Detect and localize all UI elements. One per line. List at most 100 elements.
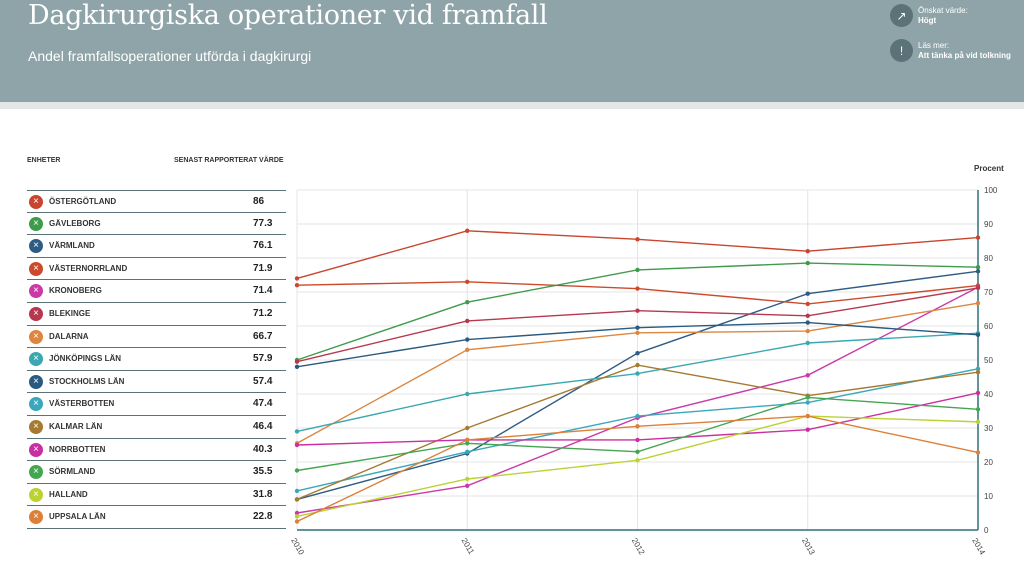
read-more-link-text[interactable]: Att tänka på vid tolkning (918, 50, 1011, 60)
x-tick-label: 2013 (800, 537, 817, 557)
data-point (465, 483, 470, 488)
unit-value: 77.3 (253, 217, 273, 229)
data-point (465, 391, 470, 397)
table-row[interactable]: × VÄSTERNORRLAND 71.9 (27, 258, 286, 281)
close-icon[interactable]: × (29, 510, 43, 525)
data-point (465, 279, 470, 284)
x-tick-label: 2011 (460, 537, 477, 557)
page-title: Dagkirurgiska operationer vid framfall (28, 0, 548, 31)
unit-value: 40.3 (253, 443, 273, 455)
data-point (465, 228, 470, 233)
close-icon[interactable]: × (29, 465, 43, 480)
close-icon[interactable]: × (29, 487, 43, 502)
data-point (975, 450, 981, 455)
data-point (635, 449, 640, 454)
unit-value: 71.2 (253, 307, 273, 319)
unit-name: GÄVLEBORG (49, 218, 101, 228)
unit-name: KRONOBERG (49, 286, 102, 296)
data-point (635, 437, 640, 443)
table-row[interactable]: × VÄRMLAND 76.1 (27, 235, 286, 258)
header (0, 0, 1024, 102)
data-point (294, 364, 300, 369)
table-row[interactable]: × NORRBOTTEN 40.3 (27, 439, 286, 462)
table-row[interactable]: × GÄVLEBORG 77.3 (27, 213, 286, 236)
data-point (465, 476, 470, 482)
unit-value: 57.9 (253, 353, 273, 365)
close-icon[interactable]: × (29, 329, 43, 344)
data-point (294, 519, 300, 524)
table-row[interactable]: × KALMAR LÄN 46.4 (27, 416, 286, 439)
close-icon[interactable]: × (29, 419, 43, 434)
read-more-link[interactable]: ! Läs mer: Att tänka på vid tolkning (890, 39, 1011, 62)
y-axis-label: Procent (974, 164, 1004, 173)
unit-value: 71.4 (253, 285, 273, 297)
unit-value: 47.4 (253, 398, 273, 410)
data-point (635, 325, 640, 330)
y-tick-label: 40 (984, 390, 993, 399)
y-tick-label: 30 (984, 424, 993, 433)
table-row[interactable]: × HALLAND 31.8 (27, 484, 286, 507)
y-tick-label: 80 (984, 254, 993, 263)
table-row[interactable]: × ÖSTERGÖTLAND 86 (27, 190, 286, 213)
data-point (635, 308, 640, 313)
data-point (635, 413, 640, 419)
data-point (635, 458, 640, 463)
close-icon[interactable]: × (29, 442, 43, 457)
data-point (465, 437, 470, 443)
table-row[interactable]: × KRONOBERG 71.4 (27, 280, 286, 303)
data-point (294, 514, 300, 519)
x-tick-label: 2012 (630, 537, 647, 557)
close-icon[interactable]: × (29, 397, 43, 412)
y-tick-label: 100 (984, 186, 998, 195)
data-point (465, 347, 470, 352)
unit-name: SÖRMLAND (49, 467, 96, 477)
unit-name: JÖNKÖPINGS LÄN (49, 354, 122, 364)
data-point (635, 351, 640, 356)
table-row[interactable]: × STOCKHOLMS LÄN 57.4 (27, 371, 286, 394)
data-point (805, 400, 810, 405)
data-point (805, 413, 810, 419)
data-point (975, 407, 981, 412)
y-tick-label: 10 (984, 492, 993, 501)
table-row[interactable]: × DALARNA 66.7 (27, 326, 286, 349)
close-icon[interactable]: × (29, 352, 43, 367)
unit-value: 66.7 (253, 330, 273, 342)
data-point (805, 320, 810, 325)
close-icon[interactable]: × (29, 284, 43, 299)
x-tick-label: 2010 (289, 537, 306, 557)
unit-value: 57.4 (253, 375, 273, 387)
data-point (635, 371, 640, 376)
table-row[interactable]: × VÄSTERBOTTEN 47.4 (27, 393, 286, 416)
data-point (465, 425, 470, 431)
data-point (805, 427, 810, 432)
close-icon[interactable]: × (29, 195, 43, 209)
table-row[interactable]: × JÖNKÖPINGS LÄN 57.9 (27, 348, 286, 371)
data-point (975, 390, 981, 396)
data-point (635, 286, 640, 291)
read-more-label: Läs mer: (918, 40, 950, 50)
close-icon[interactable]: × (29, 306, 43, 321)
close-icon[interactable]: × (29, 216, 43, 231)
data-point (635, 237, 640, 242)
table-row[interactable]: × BLEKINGE 71.2 (27, 303, 286, 326)
data-point (975, 332, 981, 338)
desired-value-info: ↗ Önskat värde: Högt (890, 4, 968, 27)
unit-name: HALLAND (49, 489, 88, 499)
close-icon[interactable]: × (29, 261, 43, 276)
close-icon[interactable]: × (29, 239, 43, 254)
data-point (805, 373, 810, 378)
close-icon[interactable]: × (29, 374, 43, 389)
unit-name: VÄSTERBOTTEN (49, 399, 115, 409)
data-point (465, 318, 470, 324)
unit-value: 46.4 (253, 420, 273, 432)
data-point (805, 340, 810, 346)
unit-name: NORRBOTTEN (49, 444, 106, 454)
data-point (805, 395, 810, 400)
data-point (465, 449, 470, 454)
unit-value: 86 (253, 196, 265, 207)
table-row[interactable]: × UPPSALA LÄN 22.8 (27, 506, 286, 529)
data-point (294, 359, 300, 364)
unit-value: 31.8 (253, 488, 273, 500)
table-row[interactable]: × SÖRMLAND 35.5 (27, 461, 286, 484)
y-tick-label: 70 (984, 288, 993, 297)
